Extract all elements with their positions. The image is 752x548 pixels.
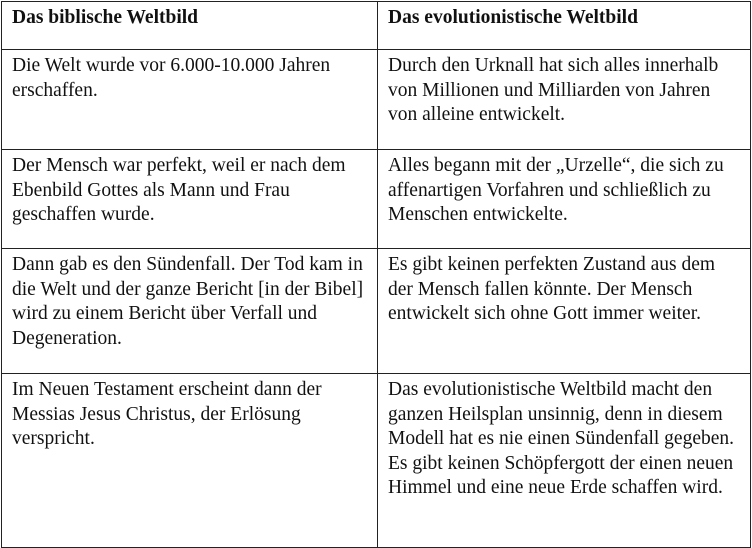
cell-biblical: Im Neuen Testament erscheint dann der Me…: [1, 373, 378, 548]
table-row: Der Mensch war perfekt, weil er nach dem…: [1, 149, 751, 249]
header-biblical: Das biblische Weltbild: [1, 1, 378, 50]
table-row: Dann gab es den Sündenfall. Der Tod kam …: [1, 248, 751, 374]
cell-biblical: Die Welt wurde vor 6.000-10.000 Jahren e…: [1, 49, 378, 150]
cell-evolutionary: Alles begann mit der „Urzelle“, die sich…: [377, 149, 751, 249]
header-evolutionary: Das evolutionistische Weltbild: [377, 1, 751, 50]
table-row: Die Welt wurde vor 6.000-10.000 Jahren e…: [1, 49, 751, 150]
cell-biblical: Der Mensch war perfekt, weil er nach dem…: [1, 149, 378, 249]
table-row: Im Neuen Testament erscheint dann der Me…: [1, 373, 751, 548]
cell-evolutionary: Durch den Urknall hat sich alles innerha…: [377, 49, 751, 150]
cell-biblical: Dann gab es den Sündenfall. Der Tod kam …: [1, 248, 378, 374]
header-row: Das biblische Weltbild Das evolutionisti…: [1, 1, 751, 50]
cell-evolutionary: Das evolutionistische Weltbild macht den…: [377, 373, 751, 548]
cell-evolutionary: Es gibt keinen perfekten Zustand aus dem…: [377, 248, 751, 374]
